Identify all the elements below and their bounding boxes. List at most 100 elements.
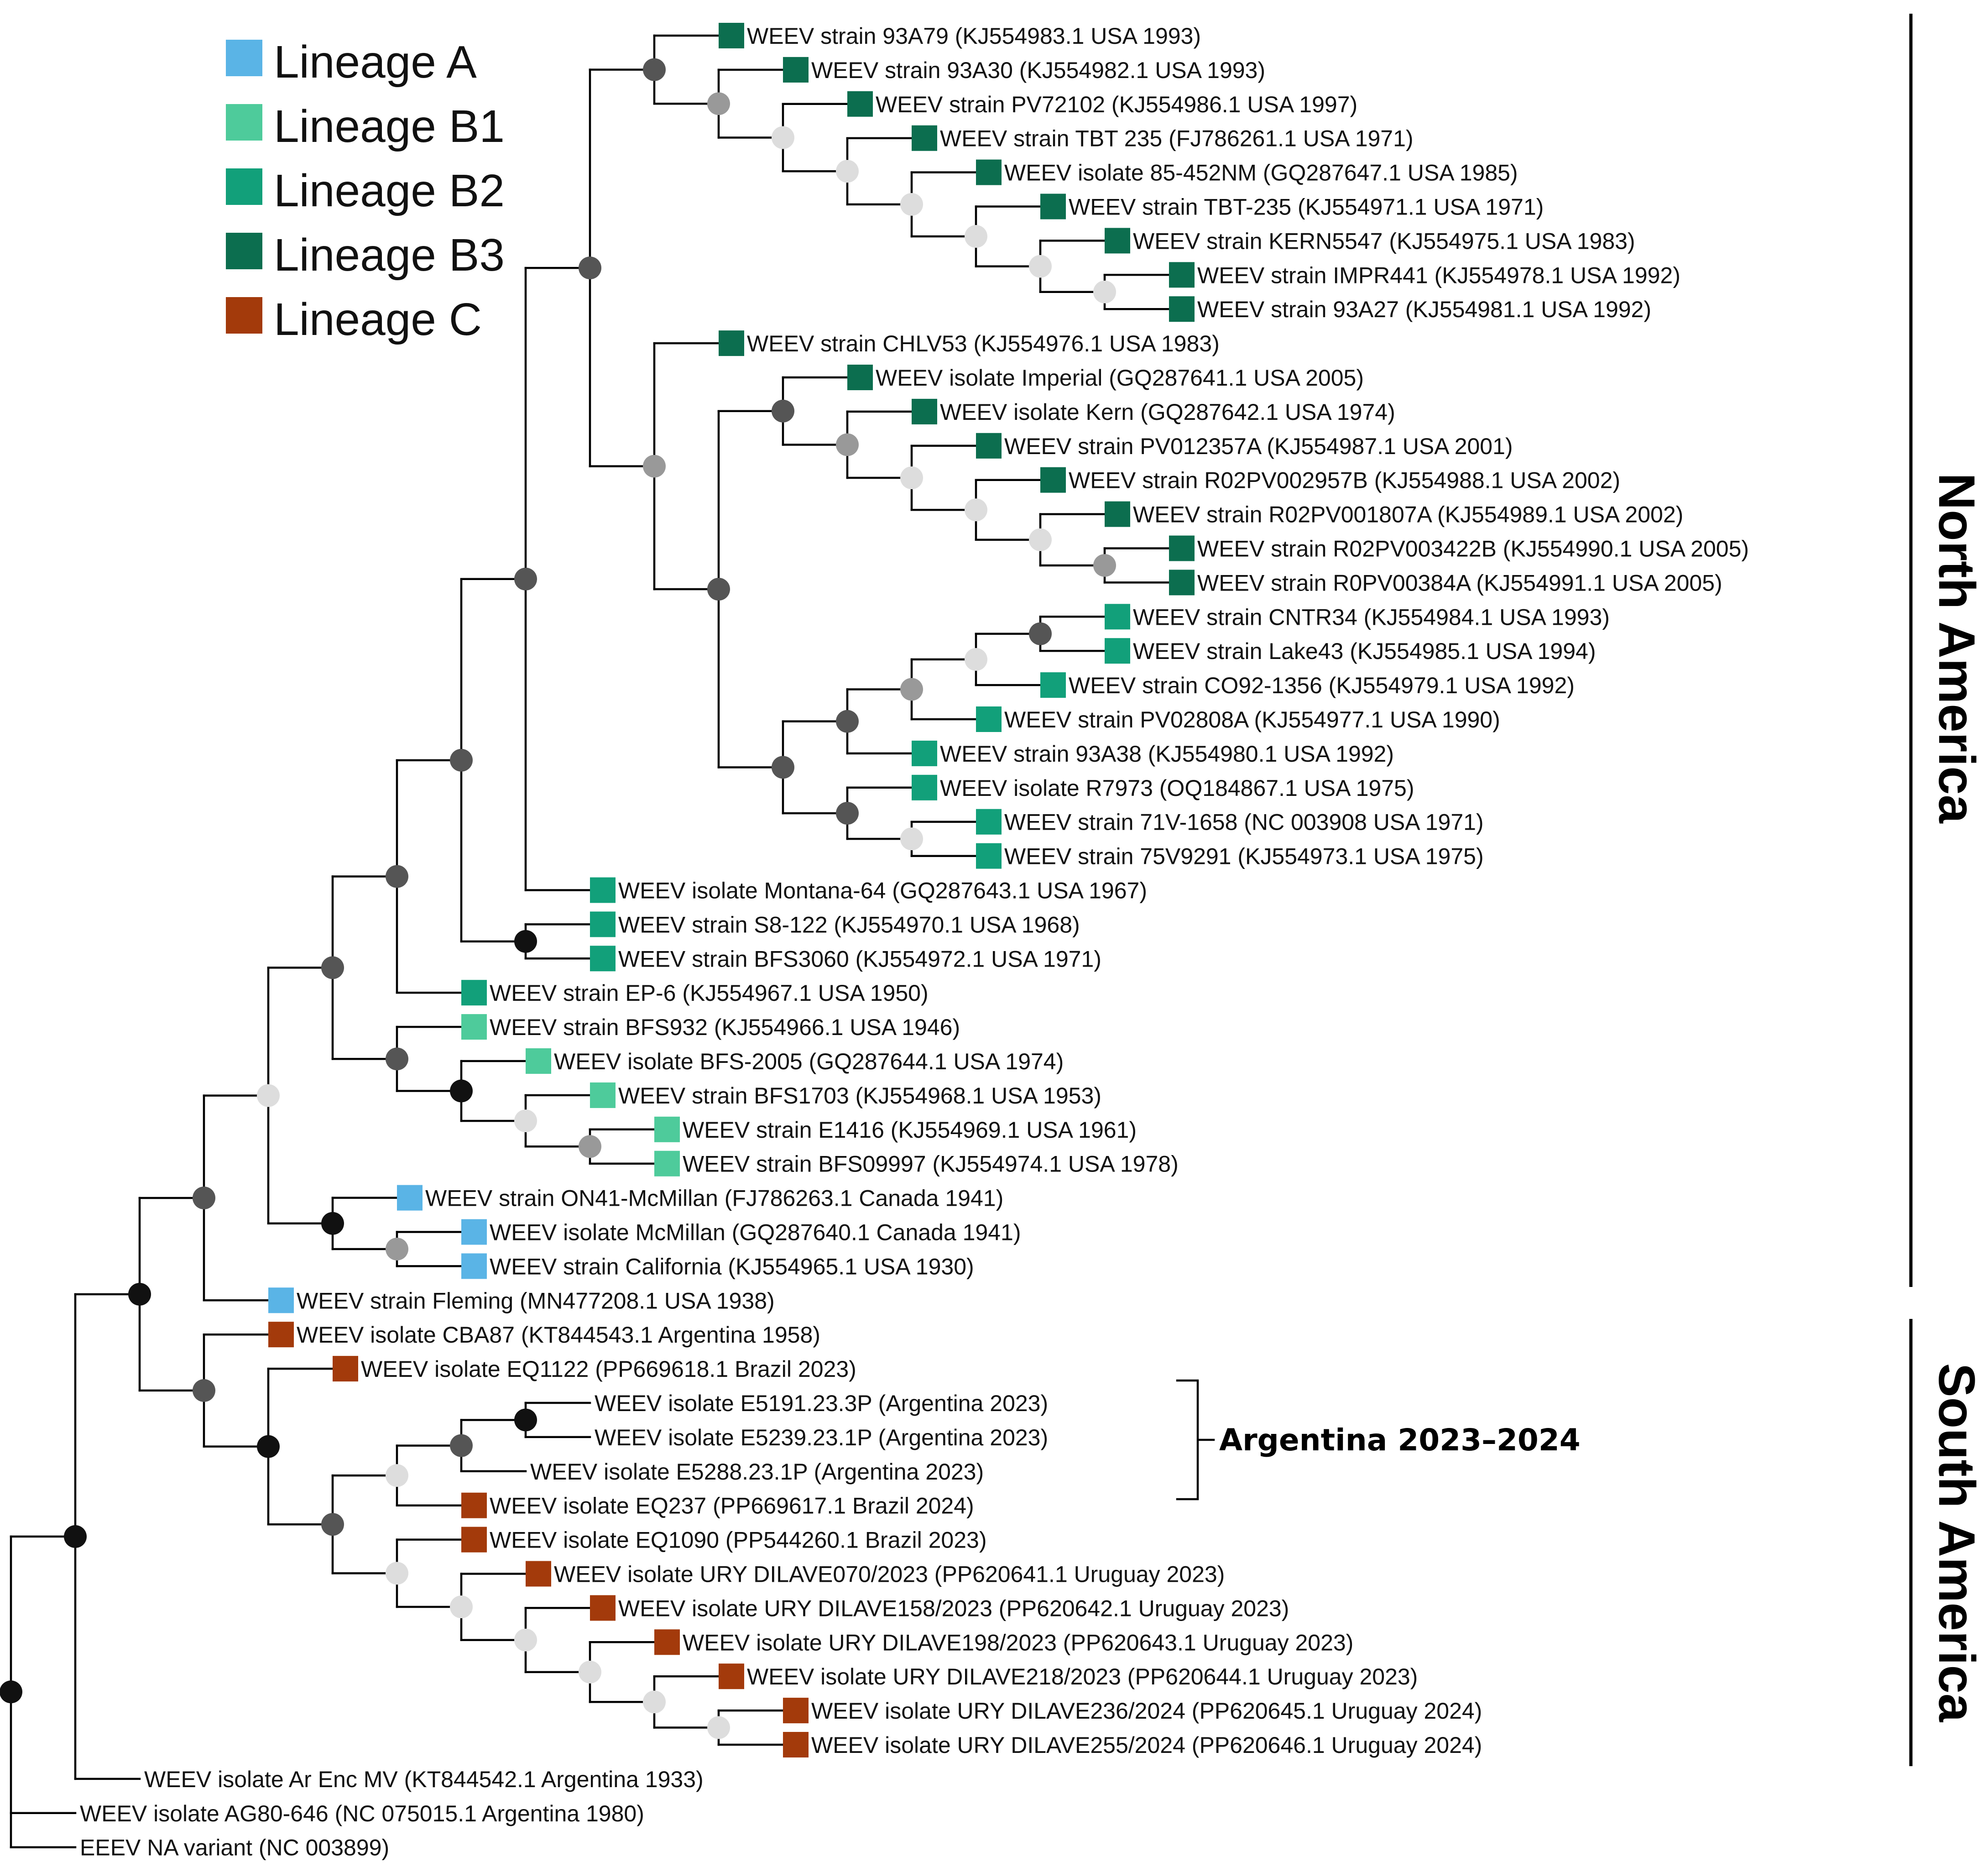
support-node [900, 827, 923, 851]
lineage-marker [719, 330, 744, 356]
support-node [514, 1408, 537, 1432]
support-node [514, 1109, 537, 1133]
taxon-label: WEEV strain S8-122 (KJ554970.1 USA 1968) [618, 912, 1080, 937]
south-america-label: South America [1928, 1363, 1985, 1722]
support-node [450, 748, 473, 772]
lineage-marker [783, 1698, 809, 1724]
support-node [965, 225, 987, 248]
support-node [128, 1282, 151, 1306]
lineage-marker [847, 91, 873, 117]
taxon-label: WEEV isolate Montana-64 (GQ287643.1 USA … [618, 878, 1147, 904]
legend-swatch [226, 168, 262, 205]
support-node [1029, 255, 1052, 278]
support-node [900, 466, 923, 490]
lineage-marker [847, 365, 873, 390]
support-node [836, 710, 859, 733]
taxon-label: WEEV strain EP-6 (KJ554967.1 USA 1950) [490, 980, 929, 1006]
legend-label: Lineage B3 [274, 230, 505, 281]
support-node [257, 1084, 280, 1107]
taxon-label: WEEV isolate AG80-646 (NC 075015.1 Argen… [80, 1801, 644, 1826]
legend-label: Lineage B1 [274, 101, 505, 152]
lineage-marker [526, 1561, 551, 1587]
support-node [772, 756, 794, 779]
lineage-marker [912, 398, 937, 424]
lineage-legend: Lineage A Lineage B1 Lineage B2 Lineage … [226, 37, 505, 345]
support-node [386, 865, 408, 888]
lineage-marker [268, 1322, 294, 1348]
support-node [193, 1186, 215, 1209]
taxon-label: WEEV strain ON41-McMillan (FJ786263.1 Ca… [425, 1186, 1003, 1211]
taxon-label: WEEV strain CHLV53 (KJ554976.1 USA 1983) [747, 331, 1220, 356]
lineage-marker [976, 809, 1002, 835]
taxon-label: WEEV isolate McMillan (GQ287640.1 Canada… [490, 1220, 1021, 1245]
taxon-label: WEEV strain R0PV00384A (KJ554991.1 USA 2… [1197, 570, 1722, 596]
tree-tips: WEEV strain 93A79 (KJ554983.1 USA 1993) W… [80, 23, 1749, 1861]
legend-swatch [226, 233, 262, 269]
taxon-label: WEEV strain TBT 235 (FJ786261.1 USA 1971… [940, 126, 1414, 152]
support-node [514, 930, 537, 953]
taxon-label: WEEV isolate Ar Enc MV (KT844542.1 Argen… [144, 1767, 704, 1792]
taxon-label: WEEV isolate CBA87 (KT844543.1 Argentina… [297, 1322, 820, 1348]
lineage-marker [1105, 638, 1130, 664]
argentina-bracket [1176, 1379, 1215, 1501]
taxon-label: WEEV strain California (KJ554965.1 USA 1… [490, 1254, 974, 1279]
lineage-marker [1169, 262, 1195, 288]
taxon-label: WEEV isolate URY DILAVE218/2023 (PP62064… [747, 1664, 1418, 1689]
lineage-marker [654, 1116, 680, 1142]
support-node [0, 1680, 22, 1704]
taxon-label: WEEV isolate BFS-2005 (GQ287644.1 USA 19… [554, 1049, 1064, 1074]
lineage-marker [1040, 672, 1066, 698]
lineage-marker [976, 706, 1002, 732]
lineage-marker [590, 877, 616, 903]
taxon-label: WEEV strain CO92-1356 (KJ554979.1 USA 19… [1069, 673, 1575, 698]
legend-label: Lineage B2 [274, 165, 505, 216]
support-node [386, 1047, 408, 1071]
taxon-label: WEEV isolate R7973 (OQ184867.1 USA 1975) [940, 775, 1414, 801]
taxon-label: WEEV strain R02PV001807A (KJ554989.1 USA… [1133, 502, 1683, 528]
support-node [514, 567, 537, 591]
lineage-marker [976, 843, 1002, 869]
support-node [707, 578, 730, 601]
lineage-marker [461, 1014, 487, 1040]
lineage-marker [976, 159, 1002, 185]
taxon-label: WEEV strain IMPR441 (KJ554978.1 USA 1992… [1197, 262, 1680, 288]
support-node [450, 1079, 473, 1103]
lineage-marker [654, 1629, 680, 1655]
taxon-label: WEEV strain Fleming (MN477208.1 USA 1938… [297, 1288, 775, 1313]
support-node [1029, 622, 1052, 645]
taxon-label: WEEV strain PV72102 (KJ554986.1 USA 1997… [876, 92, 1357, 117]
lineage-marker [268, 1287, 294, 1313]
taxon-label: WEEV strain 75V9291 (KJ554973.1 USA 1975… [1004, 844, 1484, 869]
support-node [193, 1379, 215, 1402]
taxon-label: WEEV isolate URY DILAVE236/2024 (PP62064… [811, 1698, 1482, 1724]
taxon-label: WEEV strain 93A38 (KJ554980.1 USA 1992) [940, 741, 1394, 767]
support-node [579, 256, 601, 280]
lineage-marker [719, 1663, 744, 1689]
lineage-marker [1169, 570, 1195, 596]
lineage-marker [1169, 296, 1195, 322]
legend-label: Lineage C [274, 294, 482, 345]
support-node [579, 1660, 601, 1684]
lineage-marker [590, 1595, 616, 1621]
support-node [1029, 528, 1052, 551]
support-node [965, 648, 987, 671]
lineage-marker [783, 57, 809, 83]
taxon-label: WEEV isolate Imperial (GQ287641.1 USA 20… [876, 365, 1364, 391]
lineage-marker [1105, 604, 1130, 630]
support-node [1093, 554, 1116, 577]
support-node [772, 399, 794, 423]
lineage-marker [590, 911, 616, 937]
taxon-label: WEEV strain BFS3060 (KJ554972.1 USA 1971… [618, 946, 1101, 972]
lineage-marker [1169, 535, 1195, 561]
taxon-label: WEEV isolate 85-452NM (GQ287647.1 USA 19… [1004, 160, 1518, 186]
taxon-label: WEEV strain R02PV003422B (KJ554990.1 USA… [1197, 536, 1749, 562]
legend-item: Lineage A [226, 37, 477, 88]
taxon-label: WEEV strain KERN5547 (KJ554975.1 USA 198… [1133, 228, 1635, 254]
taxon-label: WEEV isolate EQ237 (PP669617.1 Brazil 20… [490, 1493, 974, 1519]
taxon-label: WEEV strain BFS09997 (KJ554974.1 USA 197… [683, 1151, 1179, 1177]
taxon-label: WEEV strain BFS932 (KJ554966.1 USA 1946) [490, 1015, 960, 1040]
taxon-label: WEEV strain Lake43 (KJ554985.1 USA 1994) [1133, 638, 1596, 664]
support-node [386, 1562, 408, 1585]
support-node [579, 1135, 601, 1158]
argentina-callout-label: Argentina 2023–2024 [1219, 1422, 1581, 1458]
